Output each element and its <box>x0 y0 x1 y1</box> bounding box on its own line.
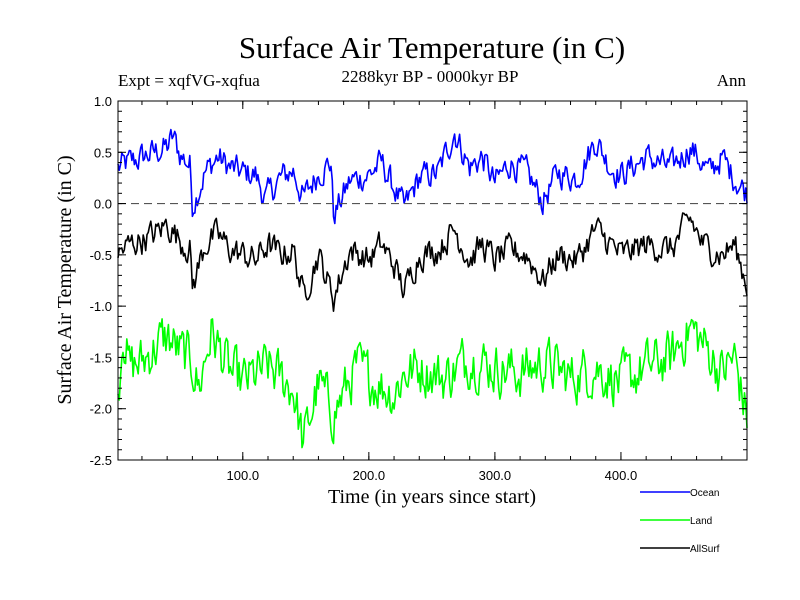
x-tick-label: 100.0 <box>227 468 260 483</box>
season-label: Ann <box>717 71 747 90</box>
y-tick-label: -1.5 <box>90 350 112 365</box>
x-tick-label: 400.0 <box>605 468 638 483</box>
y-axis-label: Surface Air Temperature (in C) <box>54 155 76 404</box>
series-line-land <box>117 318 748 449</box>
x-tick-label: 200.0 <box>353 468 386 483</box>
series-lines <box>117 128 748 449</box>
y-tick-label: 0.5 <box>94 145 112 160</box>
series-line-allsurf <box>117 212 748 313</box>
chart-title: Surface Air Temperature (in C) <box>239 30 625 65</box>
y-tick-label: -0.5 <box>90 248 112 263</box>
legend: Ocean Land AllSurf <box>640 488 720 555</box>
y-tick-label: 0.0 <box>94 197 112 212</box>
y-tick-label: -2.5 <box>90 453 112 468</box>
time-range-label: 2288kyr BP - 0000kyr BP <box>342 67 519 86</box>
y-tick-label: 1.0 <box>94 94 112 109</box>
x-tick-label: 300.0 <box>479 468 512 483</box>
axis-ticks: 1.0 0.5 0.0 -0.5 -1.0 -1.5 -2.0 -2.5 100.0 200.0 3… <box>90 94 747 483</box>
legend-label-allsurf: AllSurf <box>690 544 720 555</box>
plot-frame <box>117 100 748 461</box>
x-axis-label: Time (in years since start) <box>328 486 536 508</box>
y-tick-label: -1.0 <box>90 299 112 314</box>
series-line-ocean <box>117 128 748 225</box>
legend-label-land: Land <box>690 516 712 527</box>
y-tick-label: -2.0 <box>90 402 112 417</box>
legend-label-ocean: Ocean <box>690 488 719 499</box>
experiment-label: Expt = xqfVG-xqfua <box>118 71 260 90</box>
